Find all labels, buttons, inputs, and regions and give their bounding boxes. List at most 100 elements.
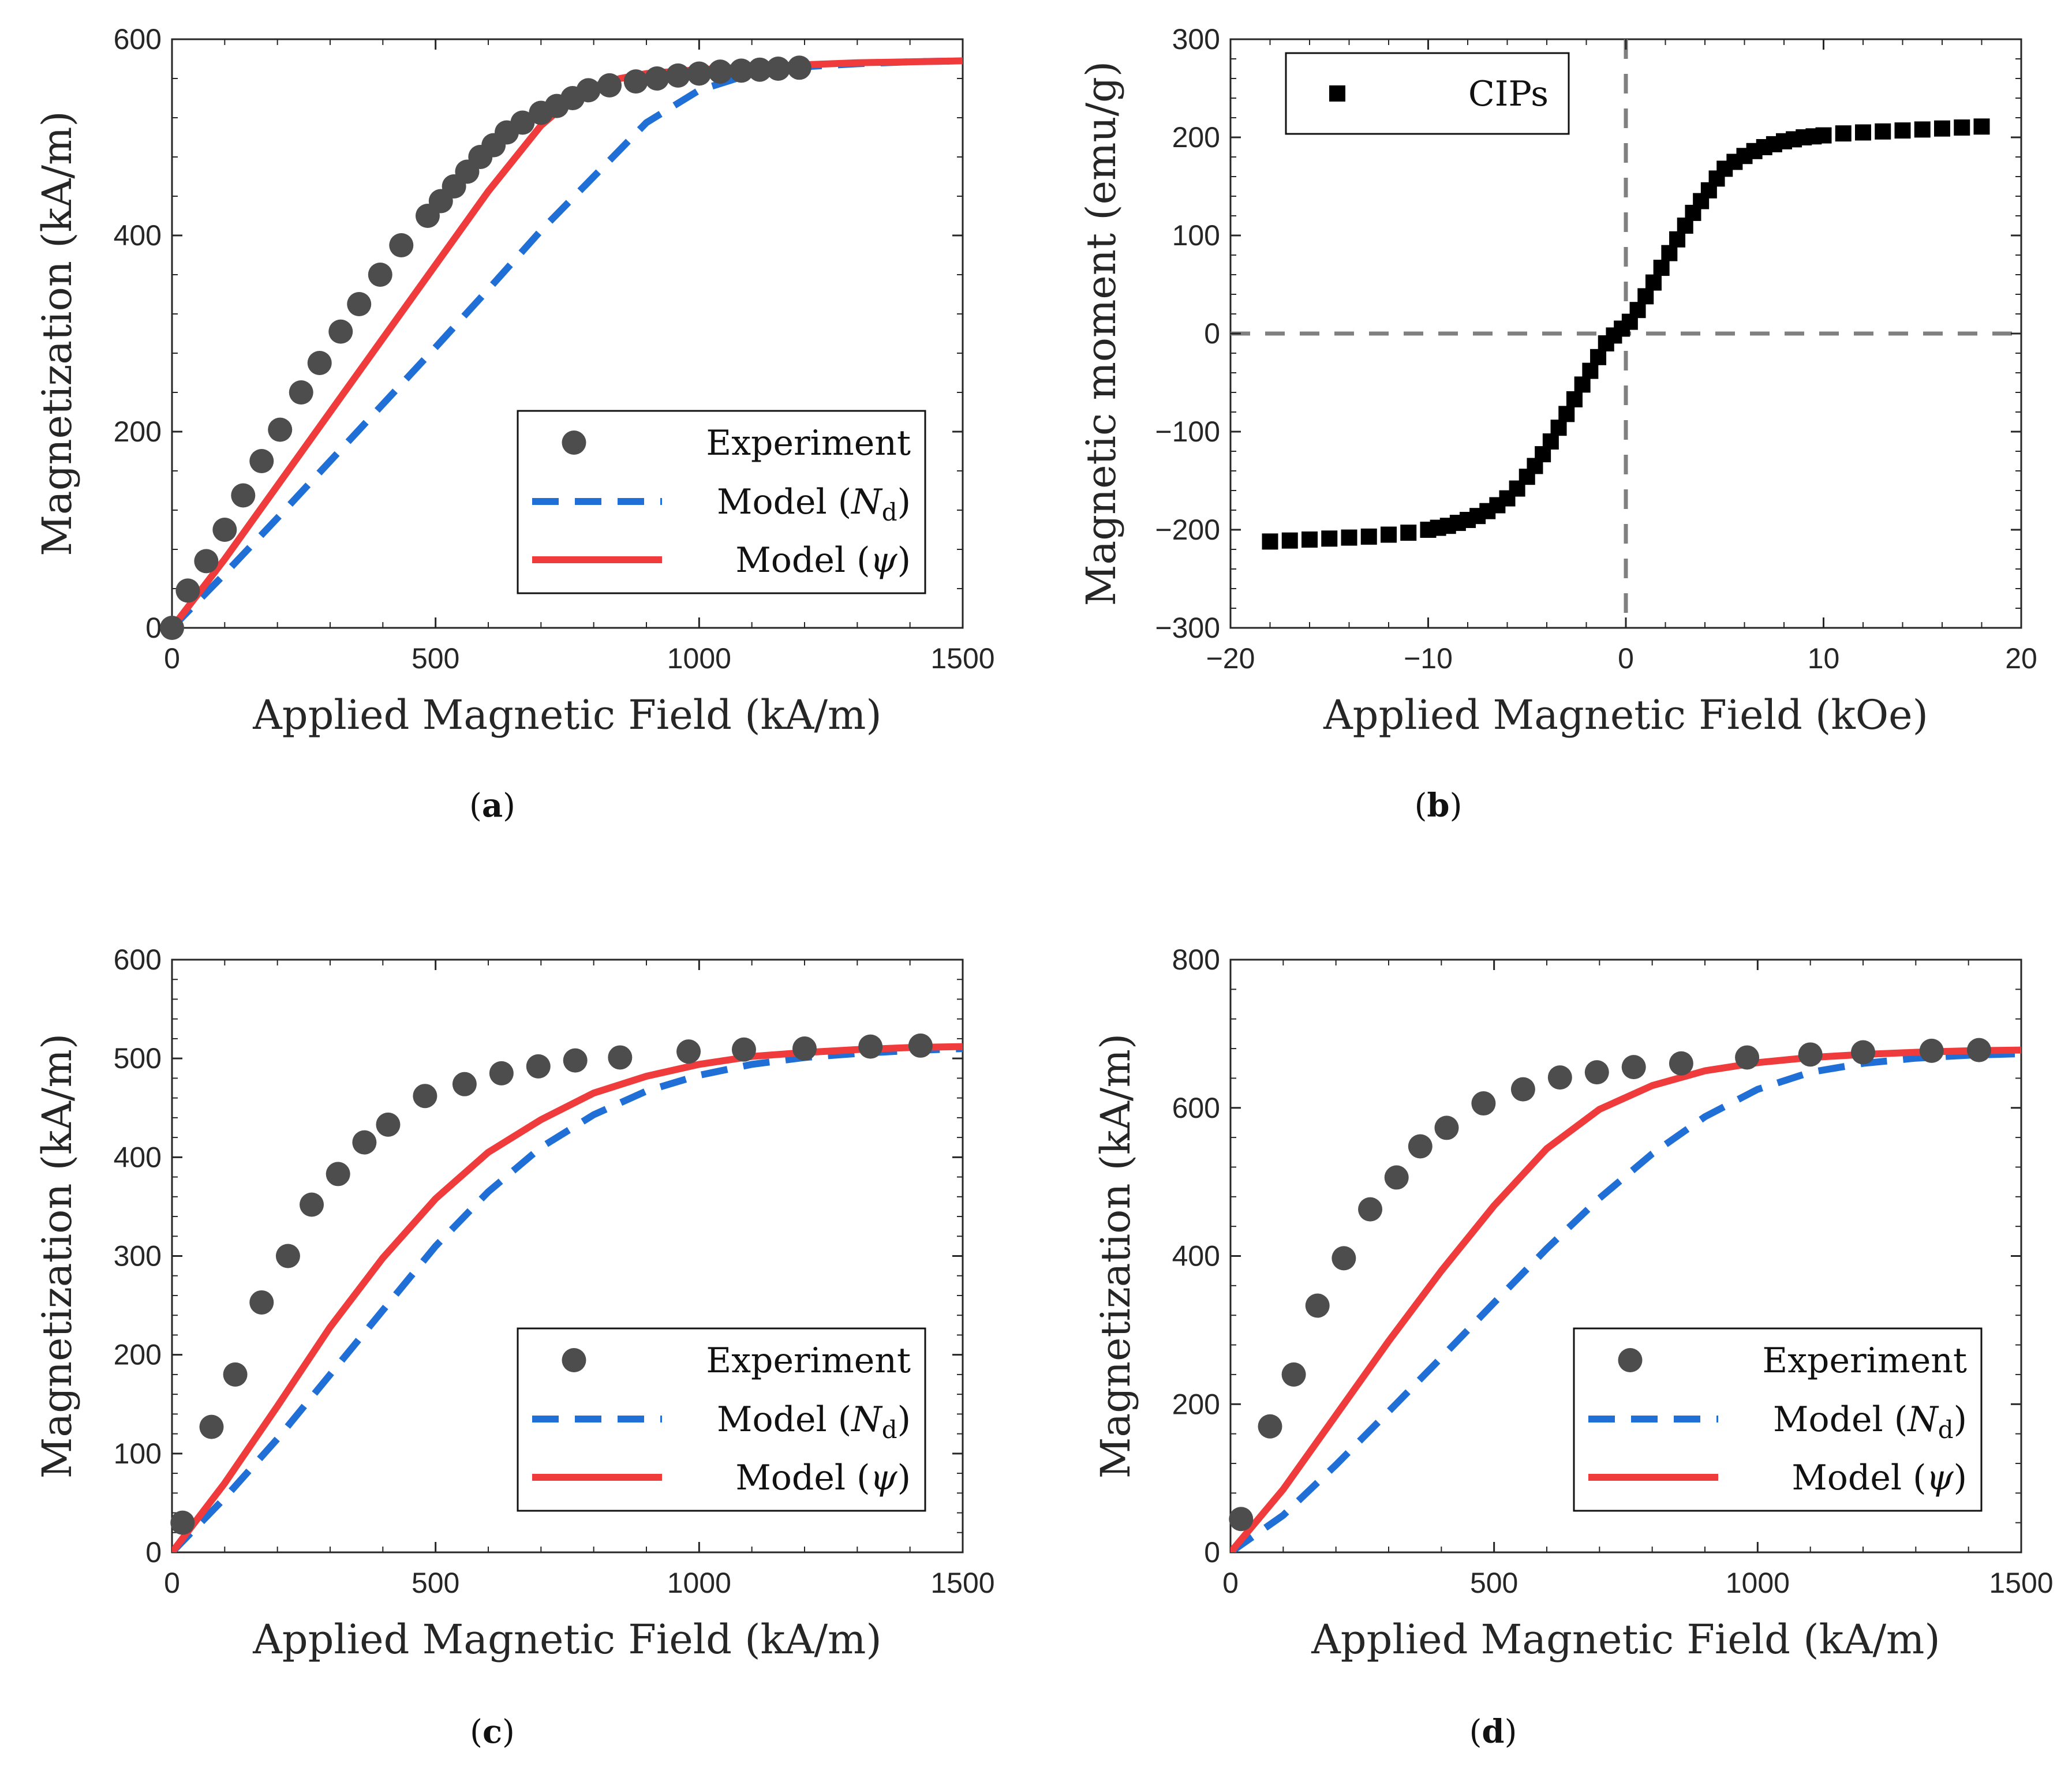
y-tick-label: 300 [1172,23,1220,55]
cips-point [1566,391,1583,407]
experiment-point [1547,1065,1572,1090]
experiment-point [170,1510,195,1535]
cips-point [1558,406,1575,422]
legend-label-main: Model ( [1773,1399,1908,1440]
legend-marker-experiment [562,1348,586,1372]
cips-point [1934,120,1950,137]
cips-point [1661,245,1678,261]
y-tick-label: −200 [1155,514,1220,546]
y-tick-label: 100 [114,1437,162,1470]
legend-label-experiment: Experiment [706,423,911,463]
experiment-point [792,1036,817,1061]
legend-label-close: ) [897,540,911,581]
cips-point [1835,125,1852,142]
y-tick-label: 600 [114,944,162,976]
y-tick-label: 600 [1172,1092,1220,1124]
experiment-point [608,1045,633,1070]
experiment-point [160,616,184,640]
cips-point [1645,274,1662,291]
experiment-point [194,549,219,574]
legend-label-cips: CIPs [1468,74,1549,114]
y-tick-label: −300 [1155,612,1220,644]
caption-letter: d [1482,1713,1504,1751]
experiment-point [368,263,392,287]
experiment-point [1471,1091,1496,1116]
x-tick-label: 0 [164,1567,180,1599]
legend-label-main: Model ( [735,1458,870,1498]
cips-point [1400,525,1417,541]
y-axis-title: Magnetization (kA/m) [33,1034,81,1478]
experiment-point [729,58,754,83]
legend-label-symbol: ψ [870,1458,898,1498]
legend-label-close: ) [1954,1458,1967,1498]
cips-point [1653,260,1670,276]
x-axis-title: Applied Magnetic Field (kA/m) [252,691,882,739]
legend-label-model-nd: Model (Nd) [717,482,911,526]
cips-point [1875,123,1891,140]
experiment-point [1510,1077,1535,1102]
cips-point [1973,118,1990,135]
experiment-point [328,319,353,344]
plot-area [1262,118,1990,550]
y-axis-title: Magnetization (kA/m) [1092,1034,1139,1478]
experiment-point [908,1033,933,1058]
legend-label-symbol: N [1906,1399,1939,1440]
legend-label-main: Model ( [735,540,870,581]
x-axis-title: Applied Magnetic Field (kOe) [1323,691,1928,739]
experiment-point [275,1244,300,1268]
experiment-point [212,518,237,542]
experiment-point [510,110,535,135]
experiment-point [268,417,293,442]
experiment-point [1408,1134,1433,1159]
cips-point [1574,376,1591,393]
legend-label-model-psi: Model (ψ) [735,540,911,581]
experiment-point [1434,1115,1459,1140]
plot-area [172,1043,963,1552]
y-tick-label: 0 [1204,317,1220,350]
legend-label-subscript: d [1938,1416,1954,1444]
cips-point [1321,530,1338,547]
experiment-point [576,78,601,103]
x-tick-label: 500 [412,1567,459,1599]
y-tick-label: 0 [145,612,162,644]
caption-paren-close: ) [1450,787,1463,825]
experiment-point [645,66,670,91]
cips-point [1301,531,1318,548]
experiment-point [376,1112,401,1137]
caption-paren-open: ( [469,787,482,825]
series-line-model-nd [172,1045,963,1552]
cips-point [1914,121,1931,138]
experiment-point [307,351,332,375]
caption-paren-close: ) [1505,1713,1517,1751]
cips-point [1894,122,1911,139]
y-tick-label: 200 [1172,1388,1220,1420]
x-axis-title: Applied Magnetic Field (kA/m) [252,1616,882,1663]
caption-paren-open: ( [1469,1713,1482,1751]
x-tick-label: 0 [1222,1567,1239,1599]
cips-point [1381,526,1397,543]
legend-label-model-psi: Model (ψ) [735,1458,911,1498]
experiment-point [452,1072,477,1096]
experiment-point [731,1037,756,1062]
panel-b: −20 −10 0 10 20−300−200−1000100200300Applied… [1078,23,2037,825]
cips-point [1262,533,1278,550]
cips-point [1815,127,1832,144]
experiment-point [347,292,372,316]
cips-point [1669,231,1686,248]
y-tick-label: −100 [1155,415,1220,448]
y-tick-label: 200 [1172,121,1220,154]
x-tick-label: 20 [2005,642,2037,675]
experiment-point [489,1061,514,1085]
cips-point [1582,362,1599,379]
x-axis-title: Applied Magnetic Field (kA/m) [1311,1616,1940,1663]
cips-point [1855,124,1871,141]
cips-point [1542,433,1559,450]
caption-letter: b [1427,787,1449,825]
experiment-point [1669,1051,1693,1076]
legend-label-main: Model ( [1792,1458,1926,1498]
panel-caption: (c) [470,1713,515,1751]
experiment-point [1851,1040,1875,1065]
experiment-point [858,1034,883,1059]
legend-label-main: Model ( [717,482,851,522]
